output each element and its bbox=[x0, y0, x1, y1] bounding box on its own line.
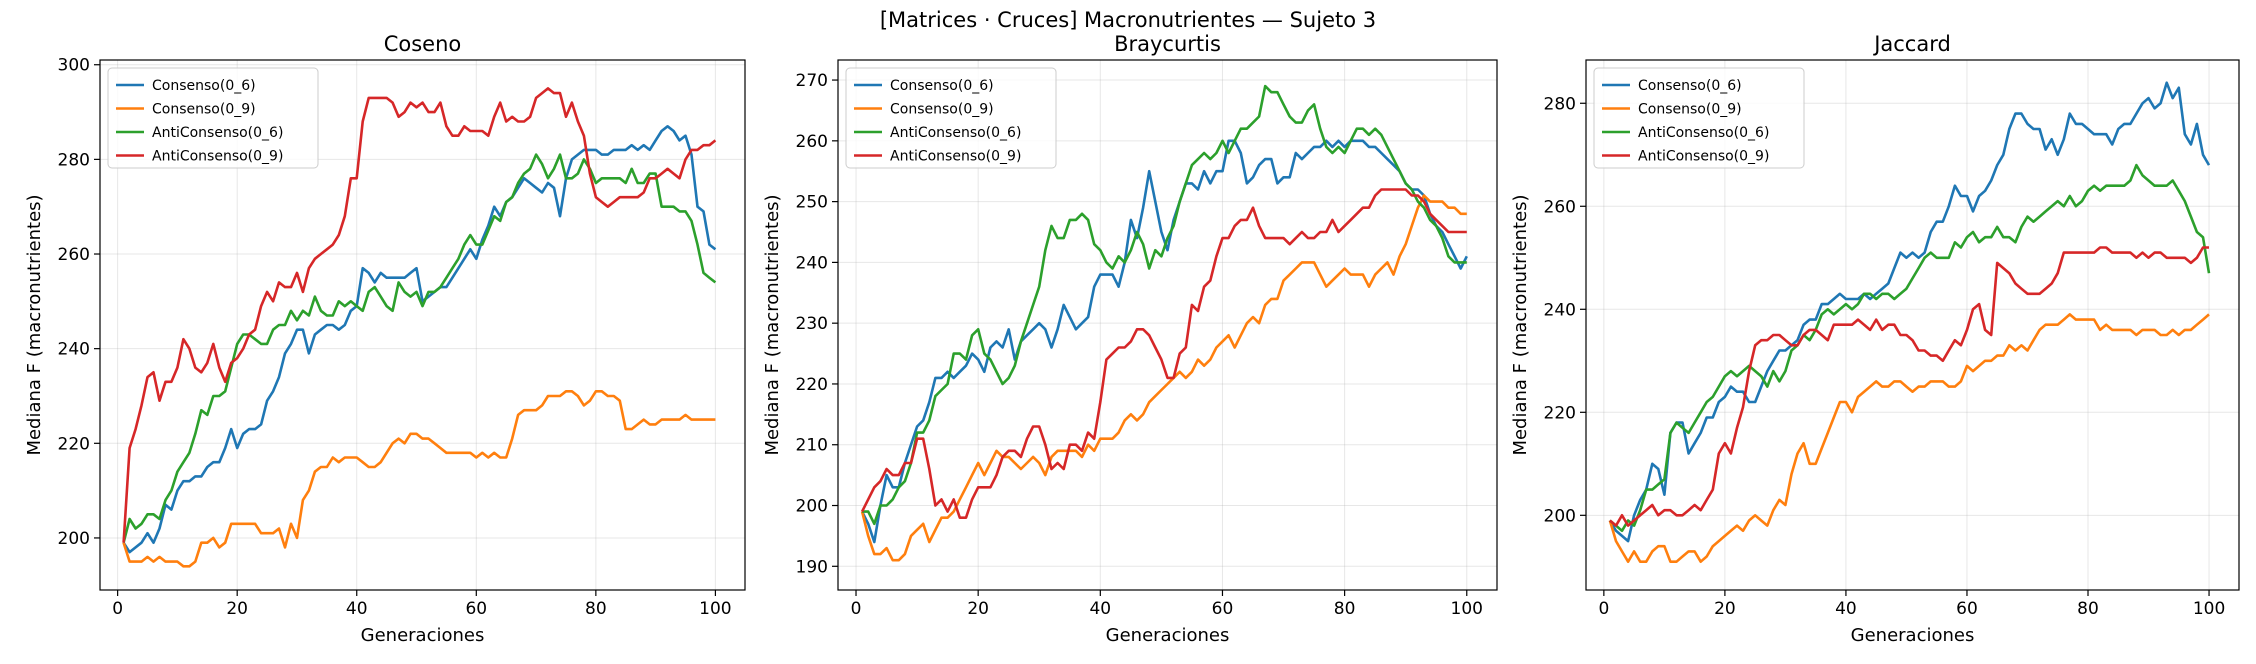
y-tick-label: 220 bbox=[58, 434, 90, 454]
series-line bbox=[860, 194, 1467, 562]
x-axis-label: Generaciones bbox=[361, 625, 485, 646]
y-tick-label: 200 bbox=[58, 529, 90, 549]
y-tick-label: 240 bbox=[58, 340, 90, 360]
legend-label: AntiConsenso(0_6) bbox=[1638, 125, 1769, 141]
x-tick-label: 80 bbox=[1334, 599, 1356, 619]
series-line bbox=[862, 84, 1467, 526]
x-tick-label: 60 bbox=[1212, 599, 1234, 619]
y-tick-label: 210 bbox=[796, 436, 828, 456]
series-line bbox=[1609, 163, 2211, 533]
x-tick-label: 20 bbox=[226, 599, 248, 619]
legend-label: AntiConsenso(0_6) bbox=[890, 125, 1021, 141]
legend-box bbox=[1593, 67, 1805, 169]
y-tick-label: 260 bbox=[796, 132, 828, 152]
chart-panel-coseno: 0 20 40 60 80 100 200 220 240 260 280 300 Coseno Gene… bbox=[24, 32, 746, 646]
series-line bbox=[122, 87, 717, 543]
y-tick-label: 270 bbox=[796, 71, 828, 91]
chart-title: Coseno bbox=[384, 32, 462, 56]
x-tick-label: 0 bbox=[1598, 599, 1609, 619]
y-tick-label: 280 bbox=[58, 150, 90, 170]
x-tick-label: 100 bbox=[2193, 599, 2225, 619]
chart-panel-jaccard: 0 20 40 60 80 100 200 220 240 260 280 Jaccard Genera… bbox=[1510, 32, 2240, 646]
x-tick-label: 40 bbox=[1835, 599, 1857, 619]
legend-label: Consenso(0_9) bbox=[890, 102, 994, 118]
legend-label: AntiConsenso(0_9) bbox=[1638, 149, 1769, 165]
y-tick-label: 240 bbox=[796, 253, 828, 273]
x-tick-label: 0 bbox=[112, 599, 123, 619]
y-axis-label: Mediana F (macronutrientes) bbox=[762, 194, 783, 455]
series-line bbox=[1608, 81, 2211, 543]
axes-frame bbox=[99, 59, 746, 591]
y-tick-label: 220 bbox=[1544, 403, 1576, 423]
x-tick-label: 80 bbox=[585, 599, 607, 619]
series-line bbox=[860, 188, 1467, 519]
x-axis-label: Generaciones bbox=[1851, 625, 1975, 646]
y-tick-label: 200 bbox=[1544, 506, 1576, 526]
chart-title: Braycurtis bbox=[1114, 32, 1221, 56]
y-tick-label: 230 bbox=[796, 314, 828, 334]
legend-label: Consenso(0_6) bbox=[152, 78, 256, 94]
legend-label: AntiConsenso(0_9) bbox=[890, 149, 1021, 165]
y-tick-label: 250 bbox=[796, 193, 828, 213]
y-tick-label: 300 bbox=[58, 56, 90, 76]
x-tick-label: 40 bbox=[346, 599, 368, 619]
x-tick-label: 100 bbox=[699, 599, 731, 619]
y-tick-label: 190 bbox=[796, 557, 828, 577]
x-axis-label: Generaciones bbox=[1106, 625, 1230, 646]
legend-box bbox=[107, 67, 319, 169]
series-line bbox=[122, 125, 717, 554]
x-tick-label: 40 bbox=[1089, 599, 1111, 619]
legend-label: Consenso(0_6) bbox=[890, 78, 994, 94]
series-line bbox=[860, 139, 1468, 544]
y-tick-label: 260 bbox=[1544, 197, 1576, 217]
legend: Consenso(0_6) Consenso(0_9) AntiConsenso(0… bbox=[107, 67, 319, 169]
x-tick-label: 80 bbox=[2077, 599, 2099, 619]
x-tick-label: 20 bbox=[967, 599, 989, 619]
series-line bbox=[122, 153, 717, 544]
chart-title: Jaccard bbox=[1872, 32, 1951, 56]
x-tick-label: 20 bbox=[1714, 599, 1736, 619]
x-tick-label: 0 bbox=[851, 599, 862, 619]
y-axis-label: Mediana F (macronutrientes) bbox=[24, 194, 45, 455]
legend-label: Consenso(0_9) bbox=[1638, 102, 1742, 118]
y-tick-label: 240 bbox=[1544, 300, 1576, 320]
x-tick-label: 60 bbox=[465, 599, 487, 619]
x-tick-label: 100 bbox=[1451, 599, 1483, 619]
figure-title: [Matrices · Cruces] Macronutrientes — Su… bbox=[879, 8, 1377, 32]
series-line bbox=[122, 390, 716, 568]
y-tick-label: 280 bbox=[1544, 94, 1576, 114]
legend: Consenso(0_6) Consenso(0_9) AntiConsenso(0… bbox=[1593, 67, 1805, 169]
legend-box bbox=[845, 67, 1057, 169]
legend-label: Consenso(0_9) bbox=[152, 102, 256, 118]
legend-label: AntiConsenso(0_9) bbox=[152, 149, 283, 165]
axes-frame bbox=[1585, 59, 2240, 591]
x-tick-label: 60 bbox=[1956, 599, 1978, 619]
legend: Consenso(0_6) Consenso(0_9) AntiConsenso(0… bbox=[845, 67, 1057, 169]
legend-label: AntiConsenso(0_6) bbox=[152, 125, 283, 141]
series-line bbox=[1608, 313, 2210, 563]
series-line bbox=[1609, 246, 2209, 527]
y-tick-label: 260 bbox=[58, 245, 90, 265]
y-tick-label: 200 bbox=[796, 497, 828, 517]
y-axis-label: Mediana F (macronutrientes) bbox=[1510, 194, 1531, 455]
chart-panel-braycurtis: 0 20 40 60 80 100 190 200 210 220 230 240 250 260 270 B… bbox=[762, 32, 1498, 646]
legend-label: Consenso(0_6) bbox=[1638, 78, 1742, 94]
y-tick-label: 220 bbox=[796, 375, 828, 395]
axes-frame bbox=[837, 59, 1498, 591]
